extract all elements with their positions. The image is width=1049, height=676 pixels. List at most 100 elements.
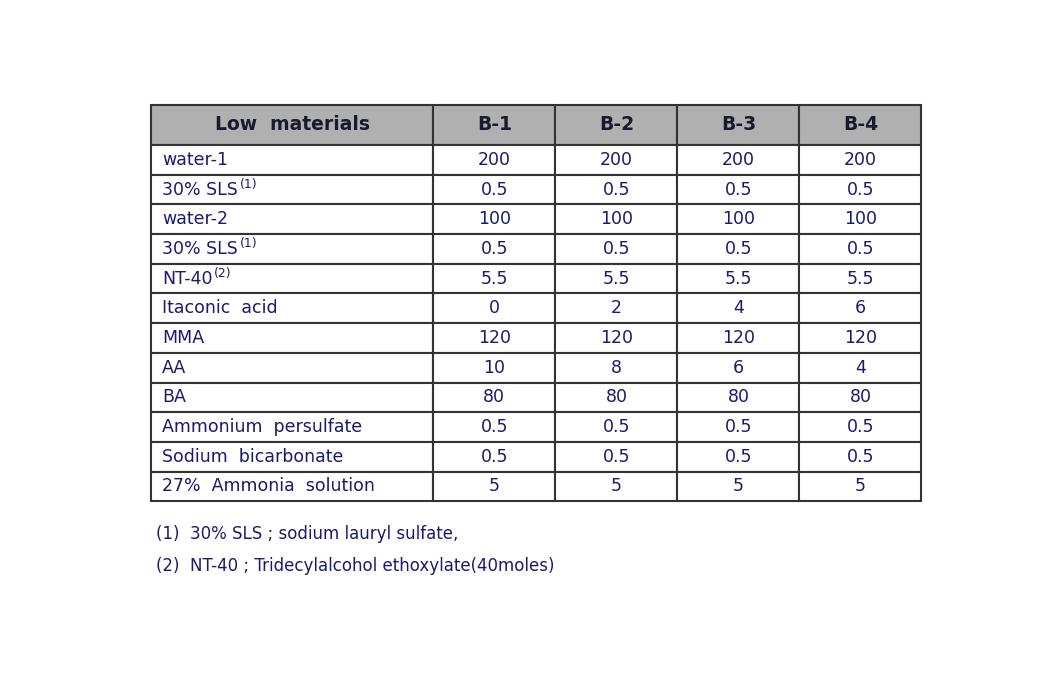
Text: 5: 5 [611,477,622,496]
Text: 30% SLS: 30% SLS [162,240,238,258]
Text: 8: 8 [611,359,622,377]
Text: 0.5: 0.5 [725,418,752,436]
Bar [678,204,799,234]
Bar [799,175,921,204]
Text: 5.5: 5.5 [602,270,630,288]
Bar [151,264,433,293]
Bar [799,353,921,383]
Text: 100: 100 [844,210,877,228]
Bar [799,442,921,472]
Text: MMA: MMA [162,329,205,347]
Bar [555,234,678,264]
Bar [678,442,799,472]
Bar [151,105,433,145]
Bar [678,323,799,353]
Text: 200: 200 [600,151,633,169]
Bar [555,175,678,204]
Bar [555,264,678,293]
Text: 5.5: 5.5 [480,270,508,288]
Text: (2): (2) [214,267,232,280]
Text: 6: 6 [855,299,866,317]
Text: 5.5: 5.5 [847,270,874,288]
Bar [678,234,799,264]
Text: (1): (1) [239,237,257,250]
Bar [433,234,555,264]
Text: 0.5: 0.5 [725,240,752,258]
Text: 100: 100 [722,210,755,228]
Bar [151,293,433,323]
Text: (2)  NT-40 ; Tridecylalcohol ethoxylate(40moles): (2) NT-40 ; Tridecylalcohol ethoxylate(4… [155,557,554,575]
Text: B-1: B-1 [477,116,512,135]
Text: AA: AA [162,359,187,377]
Text: BA: BA [162,388,186,406]
Bar [555,323,678,353]
Bar [799,323,921,353]
Bar [555,412,678,442]
Text: (1)  30% SLS ; sodium lauryl sulfate,: (1) 30% SLS ; sodium lauryl sulfate, [155,525,458,543]
Bar [151,323,433,353]
Text: 0.5: 0.5 [602,180,630,199]
Text: 80: 80 [605,388,627,406]
Bar [799,204,921,234]
Bar [555,442,678,472]
Text: 0.5: 0.5 [847,418,874,436]
Bar [433,204,555,234]
Text: water-2: water-2 [162,210,228,228]
Text: 0.5: 0.5 [602,448,630,466]
Bar [678,175,799,204]
Text: 120: 120 [600,329,633,347]
Text: 0.5: 0.5 [602,240,630,258]
Bar [151,472,433,501]
Text: 27%  Ammonia  solution: 27% Ammonia solution [162,477,374,496]
Bar [151,353,433,383]
Text: 5: 5 [489,477,500,496]
Text: B-2: B-2 [599,116,634,135]
Bar [799,105,921,145]
Text: water-1: water-1 [162,151,228,169]
Bar [433,293,555,323]
Text: 0.5: 0.5 [725,180,752,199]
Bar [151,383,433,412]
Bar [799,412,921,442]
Text: 200: 200 [722,151,755,169]
Bar [678,353,799,383]
Bar [799,293,921,323]
Bar [555,293,678,323]
Bar [151,204,433,234]
Bar [433,353,555,383]
Text: 80: 80 [727,388,749,406]
Text: 80: 80 [484,388,506,406]
Text: 0.5: 0.5 [480,180,508,199]
Text: 80: 80 [850,388,872,406]
Bar [433,105,555,145]
Text: 0.5: 0.5 [602,418,630,436]
Bar [678,293,799,323]
Bar [151,442,433,472]
Bar [678,105,799,145]
Bar [555,383,678,412]
Bar [678,383,799,412]
Text: 0: 0 [489,299,500,317]
Bar [433,323,555,353]
Text: 0.5: 0.5 [847,448,874,466]
Text: 0.5: 0.5 [480,418,508,436]
Text: 0.5: 0.5 [847,180,874,199]
Bar [151,234,433,264]
Bar [555,105,678,145]
Bar [555,472,678,501]
Bar [678,145,799,175]
Text: 5: 5 [733,477,744,496]
Text: NT-40: NT-40 [162,270,213,288]
Text: 0.5: 0.5 [480,240,508,258]
Bar [678,412,799,442]
Text: B-4: B-4 [843,116,878,135]
Bar [151,412,433,442]
Text: 5.5: 5.5 [725,270,752,288]
Text: 120: 120 [722,329,755,347]
Text: B-3: B-3 [721,116,756,135]
Bar [433,264,555,293]
Bar [799,145,921,175]
Text: 120: 120 [478,329,511,347]
Text: 100: 100 [600,210,633,228]
Bar [151,145,433,175]
